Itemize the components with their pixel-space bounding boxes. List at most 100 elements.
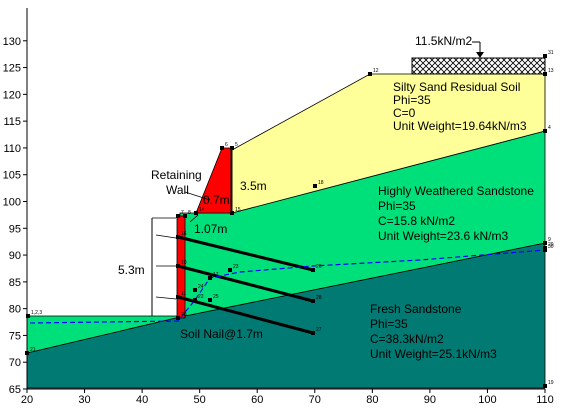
silty-sand-layer-label: Silty Sand Residual Soil Phi=35 C=0 Unit… bbox=[393, 80, 527, 133]
y-tick-label: 125 bbox=[3, 63, 21, 75]
geometry-point-marker bbox=[230, 146, 234, 150]
hw-phi: Phi=35 bbox=[378, 199, 416, 213]
geometry-point-label: 21 bbox=[30, 347, 36, 353]
base-width-leader bbox=[189, 214, 199, 223]
y-tick-label: 85 bbox=[9, 277, 21, 289]
x-tick-label: 90 bbox=[424, 394, 436, 406]
fresh-phi: Phi=35 bbox=[370, 317, 408, 331]
geometry-point-marker bbox=[25, 351, 29, 355]
wall-base-width-label: 1.07m bbox=[194, 222, 227, 236]
arrow-4 bbox=[155, 296, 177, 300]
geometry-point-label: 6 bbox=[225, 142, 228, 148]
soil-nail-1 bbox=[177, 235, 314, 272]
geometry-point-label: 23 bbox=[233, 264, 239, 270]
soil-nail-3 bbox=[177, 295, 314, 335]
highly-weathered-layer-label: Highly Weathered Sandstone Phi=35 C=15.8… bbox=[378, 184, 534, 243]
geometry-point-marker bbox=[543, 384, 547, 388]
geometry-point-marker bbox=[208, 276, 212, 280]
surcharge-load-area bbox=[411, 57, 546, 75]
geometry-point-label: 22 bbox=[198, 294, 204, 300]
geometry-point-label: 26 bbox=[316, 264, 322, 270]
geometry-point-label: 27 bbox=[316, 327, 322, 333]
geometry-point-marker bbox=[311, 268, 315, 272]
nail-zone-height-label: 5.3m bbox=[118, 263, 145, 277]
geometry-point-marker bbox=[228, 268, 232, 272]
y-tick-label: 100 bbox=[3, 197, 21, 209]
wall-top-width-label: 0.7m bbox=[203, 193, 230, 207]
geometry-point-marker bbox=[543, 241, 547, 245]
geometry-point-label: 25 bbox=[213, 294, 219, 300]
wall-label-leader bbox=[184, 191, 211, 201]
geometry-point-label: 18 bbox=[318, 180, 324, 186]
y-tick-label: 65 bbox=[9, 384, 21, 396]
geometry-points: 1,2,3 4 5 6 7 8 9 10 11 12 13 14 15 16 17 18 19 20 21 22 23 2… bbox=[25, 50, 554, 388]
wall-height-label: 3.5m bbox=[240, 179, 267, 193]
geometry-point-marker bbox=[176, 264, 180, 268]
y-tick-label: 80 bbox=[9, 304, 21, 316]
y-tick-label: 70 bbox=[9, 357, 21, 369]
geometry-point-marker bbox=[183, 214, 187, 218]
load-arrow-head bbox=[476, 52, 484, 58]
x-tick-label: 20 bbox=[21, 394, 33, 406]
geometry-point-marker bbox=[193, 298, 197, 302]
x-tick-label: 110 bbox=[536, 394, 554, 406]
geometry-point-marker bbox=[208, 298, 212, 302]
geometry-point-label: 31 bbox=[548, 50, 554, 56]
geometry-point-marker bbox=[368, 72, 372, 76]
silty-sand-unit-weight: Unit Weight=19.64kN/m3 bbox=[393, 119, 527, 133]
y-tick-label: 95 bbox=[9, 223, 21, 235]
geometry-point-marker bbox=[176, 295, 180, 299]
y-tick-label: 90 bbox=[9, 250, 21, 262]
y-tick-label: 120 bbox=[3, 89, 21, 101]
geometry-point-label: 8 bbox=[188, 210, 191, 216]
geometry-point-marker bbox=[313, 184, 317, 188]
geometry-point-label: 9 bbox=[548, 237, 551, 243]
x-tick-label: 80 bbox=[366, 394, 378, 406]
geometry-point-marker bbox=[311, 299, 315, 303]
water-table-line bbox=[29, 249, 546, 324]
hw-name: Highly Weathered Sandstone bbox=[378, 184, 534, 198]
soil-nail-label: Soil Nail@1.7m bbox=[180, 327, 263, 341]
wall-label-line2: Wall bbox=[166, 183, 189, 197]
geometry-point-label: 1,2,3 bbox=[31, 310, 42, 316]
geometry-point-marker bbox=[176, 235, 180, 239]
geometry-point-label: 12 bbox=[373, 68, 379, 74]
geometry-point-marker bbox=[543, 54, 547, 58]
geometry-point-marker bbox=[26, 314, 30, 318]
geometry-point-label: 10 bbox=[181, 260, 187, 266]
arrow-2 bbox=[155, 234, 177, 239]
geometry-point-label: 16 bbox=[181, 231, 187, 237]
silty-sand-c: C=0 bbox=[393, 106, 416, 120]
y-tick-label: 115 bbox=[3, 116, 21, 128]
fresh-sandstone-layer-label: Fresh Sandstone Phi=35 C=38.3kN/m2 Unit … bbox=[370, 302, 497, 361]
y-tick-label: 130 bbox=[3, 36, 21, 48]
geometry-point-marker bbox=[176, 316, 180, 320]
geometry-point-label: 17 bbox=[213, 272, 219, 278]
geometry-point-marker bbox=[193, 288, 197, 292]
geometry-point-label: 20 bbox=[181, 312, 187, 318]
x-tick-label: 40 bbox=[136, 394, 148, 406]
geometry-point-label: 19 bbox=[548, 380, 554, 386]
geometry-point-marker bbox=[220, 146, 224, 150]
x-tick-label: 60 bbox=[251, 394, 263, 406]
silty-sand-name: Silty Sand Residual Soil bbox=[393, 80, 520, 94]
x-axis-ticks: 20 30 40 50 60 70 80 90 100 110 bbox=[21, 389, 554, 406]
geometry-point-label: 24 bbox=[198, 284, 204, 290]
geometry-point-label: 11 bbox=[181, 291, 186, 297]
silty-sand-phi: Phi=35 bbox=[393, 93, 431, 107]
x-tick-label: 100 bbox=[478, 394, 496, 406]
fresh-c: C=38.3kN/m2 bbox=[370, 332, 444, 346]
geometry-point-label: 13 bbox=[548, 68, 554, 74]
geometry-point-marker bbox=[543, 129, 547, 133]
geometry-point-label: 30 bbox=[548, 244, 554, 250]
x-tick-label: 50 bbox=[194, 394, 206, 406]
y-tick-label: 75 bbox=[9, 330, 21, 342]
y-tick-label: 110 bbox=[3, 143, 21, 155]
geometry-point-marker bbox=[311, 331, 315, 335]
geometry-point-label: 29 bbox=[548, 242, 554, 248]
fresh-unit-weight: Unit Weight=25.1kN/m3 bbox=[370, 347, 497, 361]
geometry-point-marker bbox=[543, 72, 547, 76]
geometry-point-label: 4 bbox=[548, 125, 551, 131]
geometry-point-marker bbox=[194, 211, 198, 215]
